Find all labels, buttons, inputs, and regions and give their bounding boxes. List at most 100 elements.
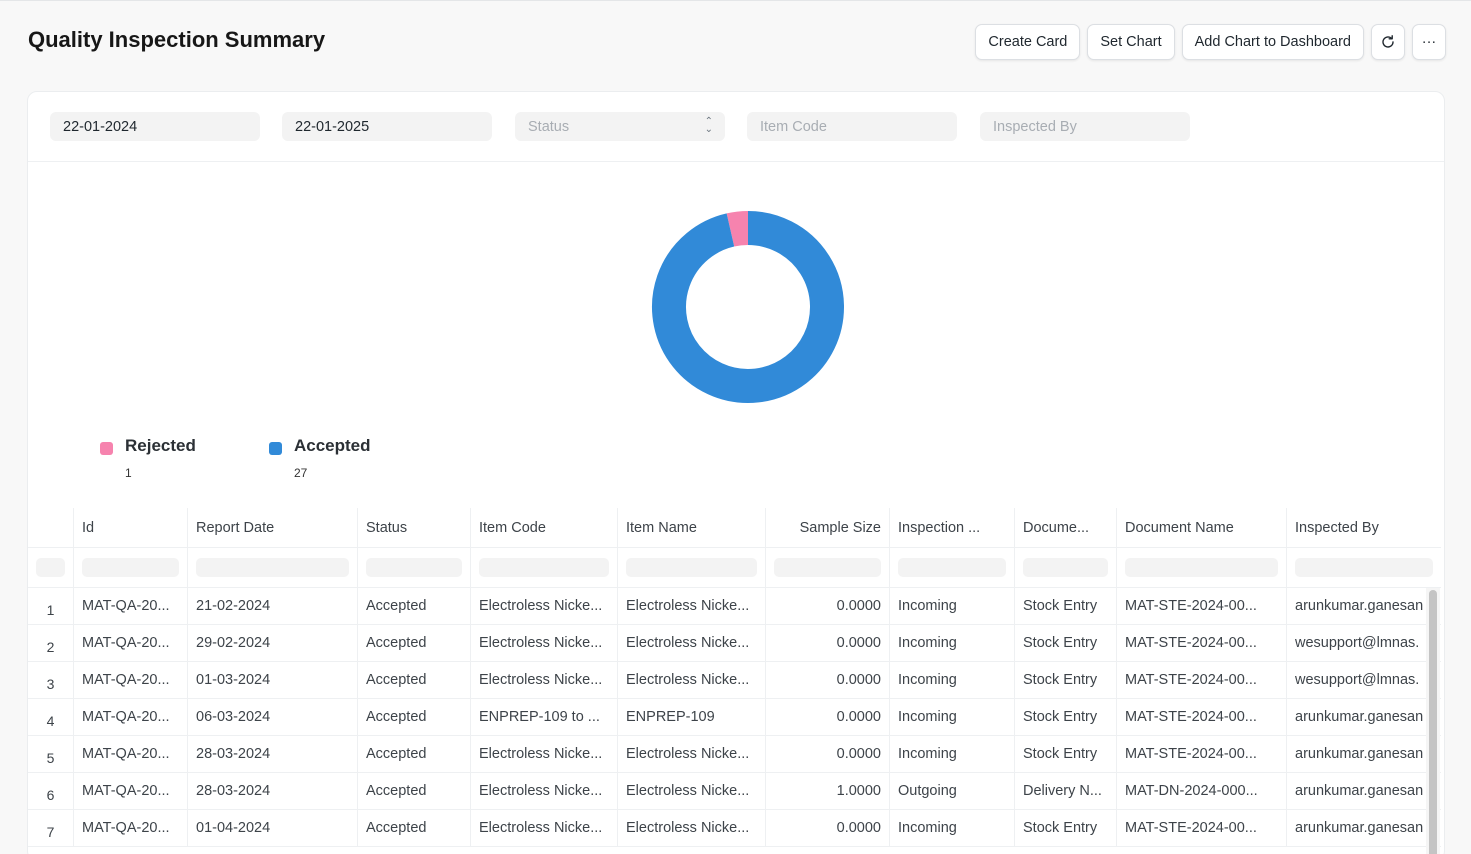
status-filter[interactable]: Status ⌃ ⌄ [515, 112, 725, 141]
cell-document-type[interactable]: Stock Entry [1015, 736, 1117, 772]
cell-inspected-by[interactable]: arunkumar.ganesan [1295, 746, 1424, 762]
cell-sample-size[interactable]: 0.0000 [766, 699, 890, 735]
cell-inspection-type[interactable]: Incoming [890, 625, 1015, 661]
cell-report-date[interactable]: 01-04-2024 [188, 810, 358, 846]
cell-document-name[interactable]: MAT-STE-2024-00... [1117, 699, 1287, 735]
cell-document-type[interactable]: Stock Entry [1015, 699, 1117, 735]
cell-sample-size[interactable]: 0.0000 [766, 625, 890, 661]
to-date-filter[interactable]: 22-01-2025 [282, 112, 492, 141]
inspected-by-filter[interactable]: Inspected By [980, 112, 1190, 141]
set-chart-button[interactable]: Set Chart [1087, 24, 1175, 60]
cell-item-name[interactable]: ENPREP-109 [618, 699, 766, 735]
filter-cell[interactable] [188, 548, 358, 587]
filter-cell[interactable] [890, 548, 1015, 587]
cell-sample-size[interactable]: 0.0000 [766, 588, 890, 624]
create-card-button[interactable]: Create Card [975, 24, 1081, 60]
table-row[interactable]: 3 MAT-QA-20... 01-03-2024 Accepted Electrole… [28, 662, 1441, 699]
cell-report-date[interactable]: 06-03-2024 [188, 699, 358, 735]
cell-item-name[interactable]: Electroless Nicke... [618, 810, 766, 846]
filter-cell[interactable] [618, 548, 766, 587]
header-cell-id[interactable]: Id [74, 508, 188, 547]
header-cell-document-type[interactable]: Docume... [1015, 508, 1117, 547]
more-options-button[interactable]: ··· [1412, 24, 1446, 60]
cell-document-name[interactable]: MAT-STE-2024-00... [1117, 625, 1287, 661]
cell-inspected-by[interactable]: arunkumar.ganesan [1295, 820, 1424, 836]
donut-slice-rejected[interactable] [726, 211, 749, 247]
cell-item-code[interactable]: Electroless Nicke... [471, 625, 618, 661]
cell-status[interactable]: Accepted [358, 773, 471, 809]
cell-report-date[interactable]: 28-03-2024 [188, 736, 358, 772]
filter-cell[interactable] [471, 548, 618, 587]
donut-slice-accepted[interactable] [652, 211, 844, 403]
cell-report-date[interactable]: 29-02-2024 [188, 625, 358, 661]
cell-inspected-by[interactable]: arunkumar.ganesan [1295, 709, 1424, 725]
filter-cell[interactable] [28, 548, 74, 587]
from-date-filter[interactable]: 22-01-2024 [50, 112, 260, 141]
header-cell-inspection-type[interactable]: Inspection ... [890, 508, 1015, 547]
cell-id[interactable]: MAT-QA-20... [74, 662, 188, 698]
cell-document-name[interactable]: MAT-STE-2024-00... [1117, 810, 1287, 846]
cell-document-type[interactable]: Stock Entry [1015, 662, 1117, 698]
scrollbar-thumb[interactable] [1429, 590, 1437, 854]
cell-sample-size[interactable]: 0.0000 [766, 810, 890, 846]
cell-status[interactable]: Accepted [358, 588, 471, 624]
table-row[interactable]: 4 MAT-QA-20... 06-03-2024 Accepted ENPREP-10… [28, 699, 1441, 736]
header-cell-inspected-by[interactable]: Inspected By [1295, 519, 1379, 536]
cell-status[interactable]: Accepted [358, 810, 471, 846]
cell-inspection-type[interactable]: Incoming [890, 588, 1015, 624]
filter-cell[interactable] [358, 548, 471, 587]
cell-item-name[interactable]: Electroless Nicke... [618, 662, 766, 698]
table-row[interactable]: 1 MAT-QA-20... 21-02-2024 Accepted Electrole… [28, 588, 1441, 625]
cell-inspection-type[interactable]: Incoming [890, 810, 1015, 846]
cell-inspection-type[interactable]: Incoming [890, 736, 1015, 772]
cell-sample-size[interactable]: 0.0000 [766, 736, 890, 772]
cell-document-name[interactable]: MAT-STE-2024-00... [1117, 736, 1287, 772]
cell-id[interactable]: MAT-QA-20... [74, 588, 188, 624]
cell-sample-size[interactable]: 0.0000 [766, 662, 890, 698]
cell-inspected-by[interactable]: wesupport@lmnas. [1295, 672, 1420, 688]
cell-inspected-by[interactable]: arunkumar.ganesan [1295, 598, 1424, 614]
cell-inspection-type[interactable]: Incoming [890, 662, 1015, 698]
cell-id[interactable]: MAT-QA-20... [74, 736, 188, 772]
cell-report-date[interactable]: 01-03-2024 [188, 662, 358, 698]
header-cell-sample-size[interactable]: Sample Size [766, 508, 890, 547]
cell-document-name[interactable]: MAT-STE-2024-00... [1117, 588, 1287, 624]
cell-item-name[interactable]: Electroless Nicke... [618, 773, 766, 809]
table-row[interactable]: 2 MAT-QA-20... 29-02-2024 Accepted Electrole… [28, 625, 1441, 662]
cell-item-code[interactable]: Electroless Nicke... [471, 662, 618, 698]
cell-item-name[interactable]: Electroless Nicke... [618, 625, 766, 661]
cell-sample-size[interactable]: 1.0000 [766, 773, 890, 809]
cell-document-type[interactable]: Stock Entry [1015, 588, 1117, 624]
cell-status[interactable]: Accepted [358, 662, 471, 698]
cell-id[interactable]: MAT-QA-20... [74, 773, 188, 809]
cell-inspection-type[interactable]: Incoming [890, 699, 1015, 735]
filter-cell[interactable] [74, 548, 188, 587]
filter-cell[interactable] [1015, 548, 1117, 587]
cell-inspected-by[interactable]: wesupport@lmnas. [1295, 635, 1420, 651]
cell-report-date[interactable]: 21-02-2024 [188, 588, 358, 624]
cell-document-name[interactable]: MAT-STE-2024-00... [1117, 662, 1287, 698]
cell-inspected-by[interactable]: arunkumar.ganesan [1295, 783, 1424, 799]
cell-item-name[interactable]: Electroless Nicke... [618, 736, 766, 772]
header-cell-item-name[interactable]: Item Name [618, 508, 766, 547]
header-cell-item-code[interactable]: Item Code [471, 508, 618, 547]
table-row[interactable]: 6 MAT-QA-20... 28-03-2024 Accepted Electrole… [28, 773, 1441, 810]
cell-id[interactable]: MAT-QA-20... [74, 810, 188, 846]
table-row[interactable]: 7 MAT-QA-20... 01-04-2024 Accepted Electrole… [28, 810, 1441, 847]
cell-item-code[interactable]: Electroless Nicke... [471, 773, 618, 809]
header-cell-document-name[interactable]: Document Name [1117, 508, 1287, 547]
cell-status[interactable]: Accepted [358, 736, 471, 772]
header-cell-status[interactable]: Status [358, 508, 471, 547]
filter-cell[interactable] [1117, 548, 1287, 587]
header-cell-report-date[interactable]: Report Date [188, 508, 358, 547]
item-code-filter[interactable]: Item Code [747, 112, 957, 141]
add-chart-to-dashboard-button[interactable]: Add Chart to Dashboard [1181, 24, 1364, 60]
cell-id[interactable]: MAT-QA-20... [74, 699, 188, 735]
cell-report-date[interactable]: 28-03-2024 [188, 773, 358, 809]
cell-status[interactable]: Accepted [358, 699, 471, 735]
cell-id[interactable]: MAT-QA-20... [74, 625, 188, 661]
cell-item-code[interactable]: Electroless Nicke... [471, 810, 618, 846]
cell-status[interactable]: Accepted [358, 625, 471, 661]
cell-item-code[interactable]: Electroless Nicke... [471, 588, 618, 624]
cell-document-type[interactable]: Delivery N... [1015, 773, 1117, 809]
